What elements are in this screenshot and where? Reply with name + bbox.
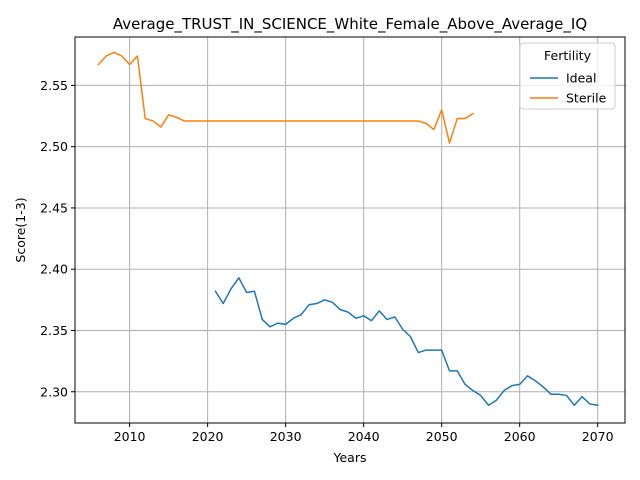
legend-title: Fertility [544, 48, 592, 63]
y-axis-ticks: 2.30 2.35 2.40 2.45 2.50 2.55 [40, 78, 75, 399]
legend-label-sterile: Sterile [566, 91, 607, 106]
y-tick-label: 2.45 [40, 200, 68, 215]
legend-label-ideal: Ideal [566, 71, 596, 86]
y-axis-label: Score(1-3) [13, 197, 28, 262]
y-tick-label: 2.35 [40, 323, 68, 338]
x-tick-label: 2060 [504, 429, 536, 444]
x-tick-label: 2040 [348, 429, 380, 444]
y-tick-label: 2.50 [40, 139, 68, 154]
y-tick-label: 2.40 [40, 262, 68, 277]
x-tick-label: 2070 [582, 429, 614, 444]
x-tick-label: 2030 [270, 429, 302, 444]
x-tick-label: 2020 [192, 429, 224, 444]
x-axis-ticks: 2010 2020 2030 2040 2050 2060 2070 [114, 423, 614, 444]
legend-entries: Ideal Sterile [530, 71, 607, 106]
y-tick-label: 2.30 [40, 384, 68, 399]
x-tick-label: 2010 [114, 429, 146, 444]
legend: Fertility Ideal Sterile [519, 42, 616, 110]
x-axis-label: Years [333, 450, 367, 465]
legend-box [519, 42, 616, 110]
chart-title: Average_TRUST_IN_SCIENCE_White_Female_Ab… [113, 15, 587, 34]
grid [75, 37, 625, 423]
x-tick-label: 2050 [426, 429, 458, 444]
series-layer [97, 51, 599, 407]
series-line-ideal [214, 277, 599, 407]
axes-frame [74, 36, 626, 424]
y-tick-label: 2.55 [40, 78, 68, 93]
series-line-sterile [97, 51, 474, 144]
